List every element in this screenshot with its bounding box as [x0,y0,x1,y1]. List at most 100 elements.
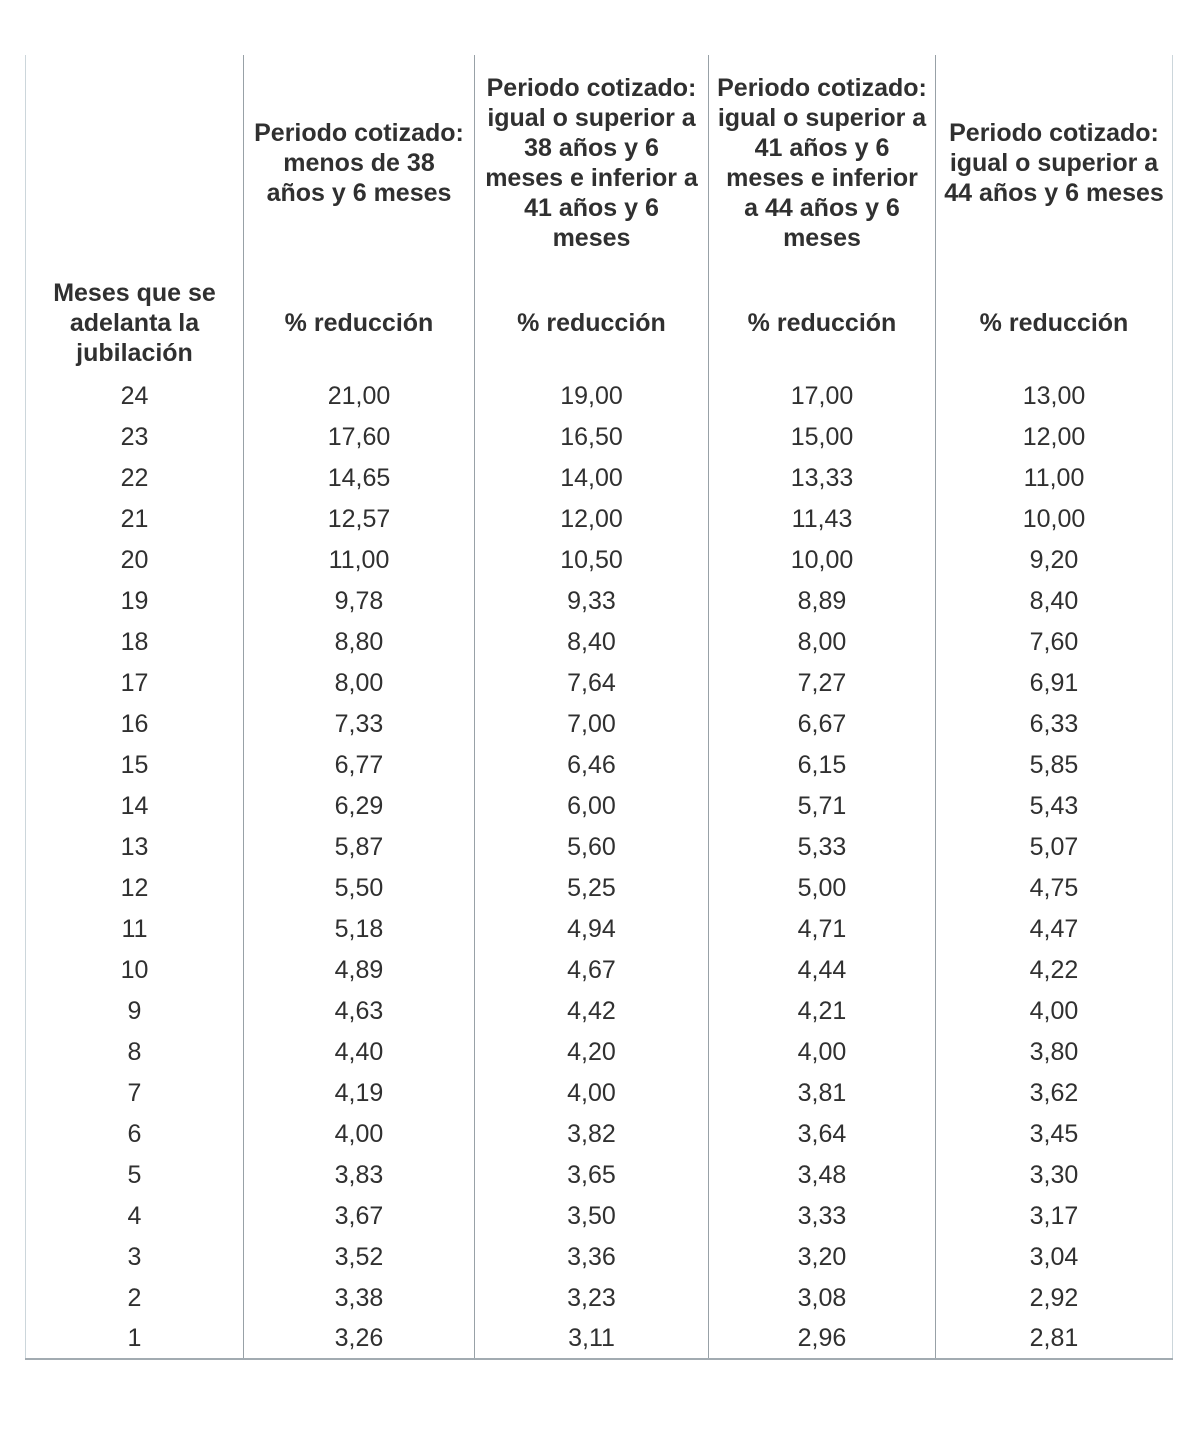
reduction-value-cell: 5,25 [474,867,709,908]
period-header-1: Periodo cotizado: menos de 38 años y 6 m… [243,55,475,270]
reduction-value-cell: 5,33 [708,826,936,867]
table-row: 13 5,87 5,60 5,33 5,07 [25,826,1173,867]
reduction-value-cell: 10,00 [708,539,936,580]
months-cell: 5 [25,1154,244,1195]
reduction-value-cell: 14,00 [474,457,709,498]
reduction-value-cell: 4,44 [708,949,936,990]
reduction-value-cell: 4,21 [708,990,936,1031]
reduction-value-cell: 7,27 [708,662,936,703]
months-cell: 4 [25,1195,244,1236]
reduction-value-cell: 13,00 [935,375,1173,416]
reduction-value-cell: 4,67 [474,949,709,990]
reduction-value-cell: 14,65 [243,457,475,498]
reduction-value-cell: 3,45 [935,1113,1173,1154]
reduction-value-cell: 6,91 [935,662,1173,703]
reduction-value-cell: 4,89 [243,949,475,990]
table-row: 12 5,50 5,25 5,00 4,75 [25,867,1173,908]
reduction-value-cell: 6,15 [708,744,936,785]
reduction-value-cell: 6,46 [474,744,709,785]
table-row: 20 11,00 10,50 10,00 9,20 [25,539,1173,580]
reduction-value-cell: 4,20 [474,1031,709,1072]
months-cell: 3 [25,1236,244,1277]
months-header: Meses que se adelanta la jubilación [25,270,244,375]
reduction-value-cell: 3,30 [935,1154,1173,1195]
months-cell: 17 [25,662,244,703]
reduction-value-cell: 5,85 [935,744,1173,785]
months-cell: 15 [25,744,244,785]
reduction-header-2: % reducción [474,270,709,375]
reduction-value-cell: 4,42 [474,990,709,1031]
reduction-value-cell: 8,80 [243,621,475,662]
table-row: 23 17,60 16,50 15,00 12,00 [25,416,1173,457]
header-row-reduction: Meses que se adelanta la jubilación % re… [25,270,1173,375]
reduction-value-cell: 3,65 [474,1154,709,1195]
months-cell: 22 [25,457,244,498]
reduction-value-cell: 12,00 [935,416,1173,457]
reduction-value-cell: 13,33 [708,457,936,498]
reduction-value-cell: 10,00 [935,498,1173,539]
reduction-value-cell: 3,50 [474,1195,709,1236]
reduction-value-cell: 3,52 [243,1236,475,1277]
reduction-value-cell: 5,18 [243,908,475,949]
reduction-value-cell: 5,87 [243,826,475,867]
reduction-value-cell: 16,50 [474,416,709,457]
reduction-value-cell: 9,33 [474,580,709,621]
table-row: 24 21,00 19,00 17,00 13,00 [25,375,1173,416]
reduction-value-cell: 7,64 [474,662,709,703]
table-row: 14 6,29 6,00 5,71 5,43 [25,785,1173,826]
period-header-3: Periodo cotizado: igual o superior a 41 … [708,55,936,270]
months-cell: 19 [25,580,244,621]
months-cell: 23 [25,416,244,457]
months-cell: 7 [25,1072,244,1113]
period-header-4: Periodo cotizado: igual o superior a 44 … [935,55,1173,270]
reduction-value-cell: 4,94 [474,908,709,949]
reduction-value-cell: 4,40 [243,1031,475,1072]
reduction-value-cell: 4,19 [243,1072,475,1113]
reduction-value-cell: 5,07 [935,826,1173,867]
reduction-value-cell: 7,60 [935,621,1173,662]
reduction-value-cell: 3,48 [708,1154,936,1195]
reduction-value-cell: 4,75 [935,867,1173,908]
reduction-header-1: % reducción [243,270,475,375]
reduction-value-cell: 6,29 [243,785,475,826]
reduction-value-cell: 2,92 [935,1277,1173,1318]
reduction-value-cell: 3,67 [243,1195,475,1236]
table-row: 10 4,89 4,67 4,44 4,22 [25,949,1173,990]
corner-cell [25,55,244,270]
reduction-value-cell: 4,00 [935,990,1173,1031]
reduction-value-cell: 17,00 [708,375,936,416]
table-row: 7 4,19 4,00 3,81 3,62 [25,1072,1173,1113]
reduction-value-cell: 21,00 [243,375,475,416]
reduction-value-cell: 7,33 [243,703,475,744]
reduction-value-cell: 8,00 [708,621,936,662]
table-row: 4 3,67 3,50 3,33 3,17 [25,1195,1173,1236]
header-row-periods: Periodo cotizado: menos de 38 años y 6 m… [25,55,1173,270]
months-cell: 1 [25,1318,244,1359]
reduction-value-cell: 5,60 [474,826,709,867]
months-cell: 12 [25,867,244,908]
months-cell: 11 [25,908,244,949]
reduction-value-cell: 3,11 [474,1318,709,1359]
reduction-value-cell: 3,23 [474,1277,709,1318]
reduction-value-cell: 12,57 [243,498,475,539]
table-row: 3 3,52 3,36 3,20 3,04 [25,1236,1173,1277]
reduction-value-cell: 8,89 [708,580,936,621]
reduction-value-cell: 3,81 [708,1072,936,1113]
months-cell: 24 [25,375,244,416]
months-cell: 21 [25,498,244,539]
reduction-value-cell: 3,08 [708,1277,936,1318]
reduction-value-cell: 3,83 [243,1154,475,1195]
table-row: 22 14,65 14,00 13,33 11,00 [25,457,1173,498]
pension-reduction-table: Periodo cotizado: menos de 38 años y 6 m… [25,55,1173,1360]
reduction-value-cell: 11,00 [243,539,475,580]
months-cell: 13 [25,826,244,867]
table-row: 15 6,77 6,46 6,15 5,85 [25,744,1173,785]
reduction-value-cell: 4,47 [935,908,1173,949]
reduction-value-cell: 10,50 [474,539,709,580]
reduction-value-cell: 3,20 [708,1236,936,1277]
reduction-value-cell: 6,00 [474,785,709,826]
reduction-value-cell: 2,81 [935,1318,1173,1359]
table-row: 6 4,00 3,82 3,64 3,45 [25,1113,1173,1154]
pension-reduction-page: Periodo cotizado: menos de 38 años y 6 m… [0,55,1200,1441]
reduction-value-cell: 3,82 [474,1113,709,1154]
